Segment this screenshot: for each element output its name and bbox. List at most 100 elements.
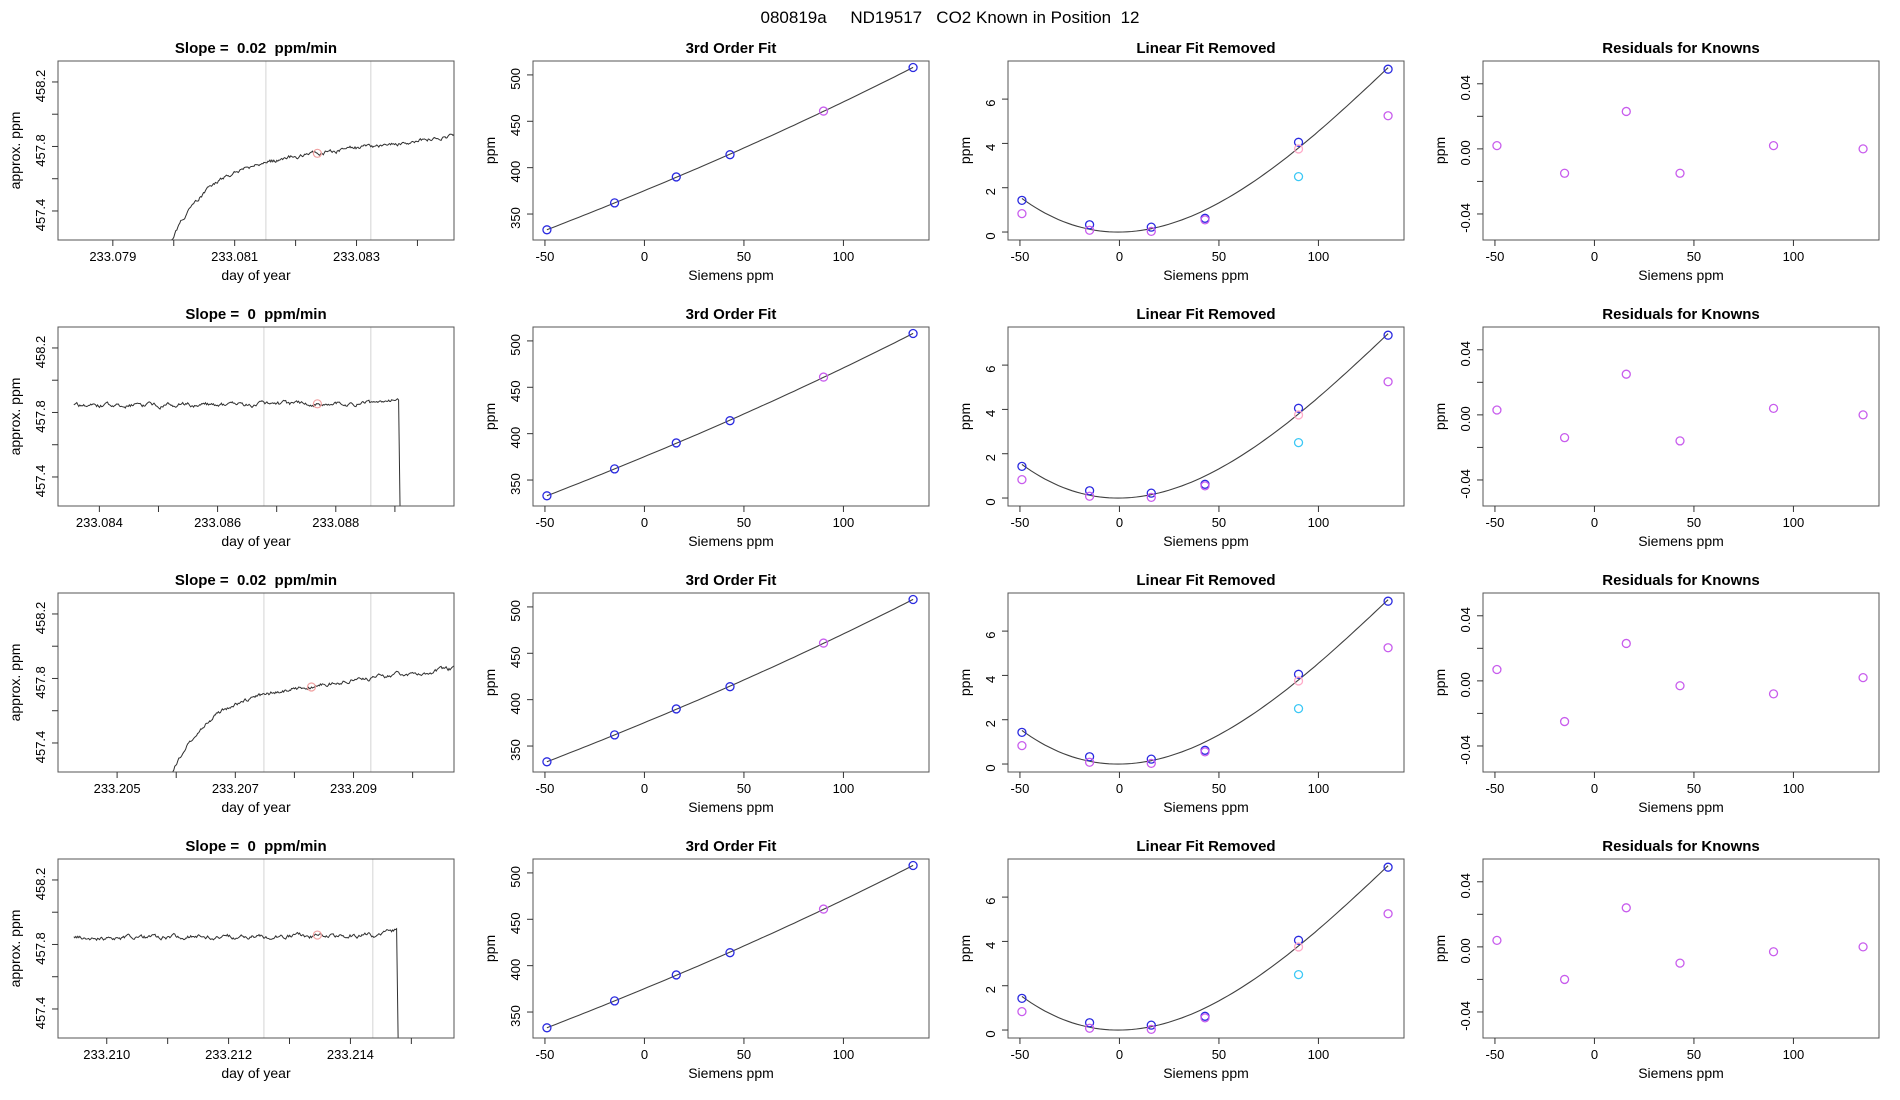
series-flagged-point: [818, 904, 829, 914]
series-residual-points: [1492, 903, 1868, 985]
page-title: 080819a ND19517 CO2 Known in Position 12: [760, 8, 1140, 27]
chart-timeseries-row3: 233.205 233.207 233.209 457.4 457.8 458.2 Slop…: [7, 572, 455, 815]
chart-residuals-row1: -50 0 50 100 -0.04 0.00 0.04 Residuals for Know…: [1432, 40, 1880, 283]
y-tick-label: 458.2: [33, 336, 48, 369]
y-axis-label: ppm: [482, 935, 498, 962]
plot-title: Slope = 0 ppm/min: [185, 838, 326, 855]
y-tick-label: 400: [508, 427, 523, 449]
chart-linear-fit-removed-row2: -50 0 50 100 0 2 4 6 Linear Fit Removed Siemens p…: [957, 306, 1405, 549]
y-tick-label: 2: [983, 454, 998, 461]
chart-timeseries-row1: 233.079 233.081 233.083 457.4 457.8 458.2 Slop…: [7, 40, 455, 283]
x-axis-label: day of year: [221, 1065, 291, 1081]
series-flagged-point: [818, 106, 829, 116]
y-tick-label: 2: [983, 720, 998, 727]
x-tick-label: 0: [1591, 515, 1598, 530]
x-tick-label: 0: [1116, 249, 1123, 264]
x-axis-label: Siemens ppm: [1163, 799, 1249, 815]
axes: 233.084 233.086 233.088 457.4 457.8 458.2: [33, 326, 455, 530]
x-axis-label: day of year: [221, 267, 291, 283]
x-axis-label: Siemens ppm: [688, 267, 774, 283]
y-tick-label: 0.00: [1458, 406, 1473, 431]
x-axis-label: Siemens ppm: [1163, 533, 1249, 549]
plot-cell-row1-timeseries: 233.079 233.081 233.083 457.4 457.8 458.2 Slop…: [0, 34, 475, 300]
trace-marker-circle: [312, 148, 322, 158]
series-flagged-point: [818, 638, 829, 648]
y-tick-label: 457.4: [33, 997, 48, 1030]
x-tick-label: 100: [1783, 515, 1805, 530]
chart-timeseries-row4: 233.210 233.212 233.214 457.4 457.8 458.2 Slop…: [7, 838, 455, 1081]
x-tick-label: -50: [1011, 781, 1030, 796]
data-layer: [1021, 67, 1389, 233]
chart-linear-fit-removed-row3: -50 0 50 100 0 2 4 6 Linear Fit Removed Siemens p…: [957, 572, 1405, 815]
y-tick-label: 500: [508, 866, 523, 888]
plot-cell-row3-residuals: -50 0 50 100 -0.04 0.00 0.04 Residuals for Know…: [1425, 566, 1900, 832]
plot-cell-row2-linear-removed: -50 0 50 100 0 2 4 6 Linear Fit Removed Siemens p…: [950, 300, 1425, 566]
x-axis-label: Siemens ppm: [688, 799, 774, 815]
x-tick-label: 50: [737, 1047, 751, 1062]
y-tick-label: 457.8: [33, 400, 48, 433]
points-layer: [312, 930, 322, 940]
gridlines: [265, 61, 372, 240]
series-alt-points: [1017, 643, 1393, 769]
signal-trace: [73, 927, 399, 1038]
y-tick-label: -0.04: [1458, 1001, 1473, 1031]
series-residual-points: [1492, 369, 1868, 446]
y-tick-label: 0: [983, 764, 998, 771]
plot-cell-row2-timeseries: 233.084 233.086 233.088 457.4 457.8 458.2 Slop…: [0, 300, 475, 566]
y-axis-label: approx. ppm: [7, 378, 23, 456]
plot-title: Residuals for Knowns: [1602, 40, 1760, 57]
chart-residuals-row4: -50 0 50 100 -0.04 0.00 0.04 Residuals for Know…: [1432, 838, 1880, 1081]
x-tick-label: 233.207: [212, 781, 259, 796]
signal-trace: [73, 398, 401, 506]
y-tick-label: 350: [508, 1005, 523, 1027]
y-tick-label: 0.04: [1458, 873, 1473, 898]
y-tick-label: 400: [508, 959, 523, 981]
y-tick-label: 0.04: [1458, 341, 1473, 366]
plot-cell-row2-residuals: -50 0 50 100 -0.04 0.00 0.04 Residuals for Know…: [1425, 300, 1900, 566]
plot-title: Residuals for Knowns: [1602, 572, 1760, 589]
points-layer: [1492, 903, 1868, 985]
x-tick-label: 50: [1212, 1047, 1226, 1062]
plot-title: Slope = 0 ppm/min: [185, 306, 326, 323]
data-layer: [546, 864, 914, 1029]
y-tick-label: 350: [508, 207, 523, 229]
fit-curve: [1021, 67, 1389, 233]
x-tick-label: 233.209: [330, 781, 377, 796]
y-axis-label: ppm: [482, 137, 498, 164]
x-tick-label: 100: [1783, 249, 1805, 264]
plot-cell-row2-fit: -50 0 50 100 350 400 450 500 3rd Order Fit Siemen…: [475, 300, 950, 566]
y-tick-label: 500: [508, 600, 523, 622]
x-tick-label: 0: [1116, 781, 1123, 796]
plot-title: Slope = 0.02 ppm/min: [175, 572, 337, 589]
fit-curve: [1021, 865, 1389, 1031]
x-tick-label: 0: [641, 1047, 648, 1062]
data-layer: [546, 598, 914, 763]
y-axis-label: ppm: [1432, 935, 1448, 962]
axes: -50 0 50 100 0 2 4 6: [983, 60, 1405, 264]
series-residual-points: [1492, 638, 1868, 727]
series-alt-points: [1017, 111, 1393, 237]
points-layer: [306, 682, 317, 692]
fit-curve: [1021, 599, 1389, 765]
plot-cell-row1-linear-removed: -50 0 50 100 0 2 4 6 Linear Fit Removed Siemens p…: [950, 34, 1425, 300]
y-tick-label: 457.4: [33, 731, 48, 764]
series-fit-points: [1017, 330, 1393, 498]
data-layer: [1021, 865, 1389, 1031]
fit-curve: [546, 864, 914, 1029]
series-fit-points: [1017, 862, 1393, 1030]
x-tick-label: -50: [1011, 515, 1030, 530]
x-tick-label: 50: [737, 249, 751, 264]
x-tick-label: 50: [1687, 1047, 1701, 1062]
x-tick-label: 233.088: [312, 515, 359, 530]
x-tick-label: -50: [536, 781, 555, 796]
plot-title: Slope = 0.02 ppm/min: [175, 40, 337, 57]
plot-title: Linear Fit Removed: [1136, 40, 1275, 57]
series-known-points: [542, 62, 918, 235]
points-layer: [1017, 596, 1393, 769]
axes: -50 0 50 100 -0.04 0.00 0.04: [1458, 60, 1880, 264]
series-fit-points: [1017, 596, 1393, 764]
y-tick-label: -0.04: [1458, 469, 1473, 499]
series-known-points: [542, 860, 918, 1033]
y-tick-label: 500: [508, 334, 523, 356]
points-layer: [312, 148, 322, 158]
